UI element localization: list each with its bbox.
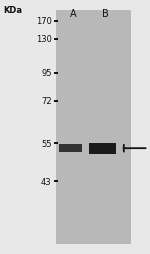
Text: 130: 130 bbox=[36, 35, 52, 44]
Text: 55: 55 bbox=[41, 139, 52, 148]
Bar bbox=[58, 145, 82, 152]
Text: KDa: KDa bbox=[3, 6, 22, 15]
Text: 43: 43 bbox=[41, 177, 52, 186]
Text: A: A bbox=[70, 9, 77, 19]
Bar bbox=[88, 143, 116, 154]
Text: 72: 72 bbox=[41, 97, 52, 106]
Text: 95: 95 bbox=[41, 69, 52, 78]
Bar bbox=[56, 11, 130, 244]
Text: 170: 170 bbox=[36, 17, 52, 26]
Text: B: B bbox=[102, 9, 108, 19]
